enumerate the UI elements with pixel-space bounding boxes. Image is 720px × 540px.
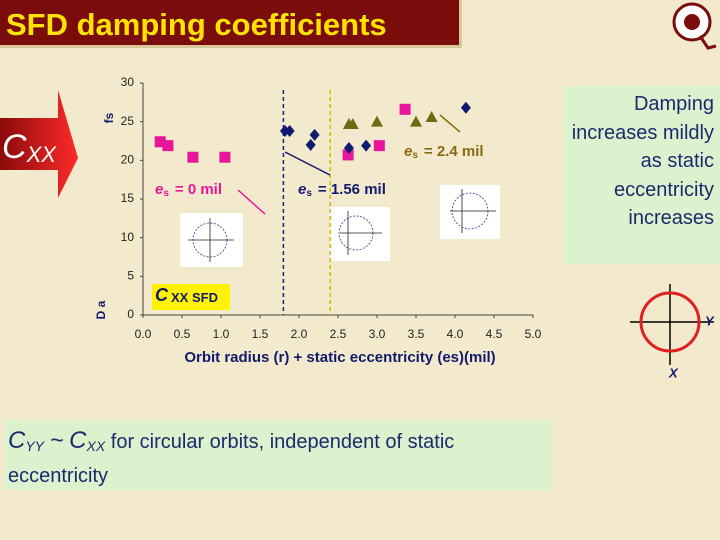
x-tick-label: 1.0 xyxy=(213,327,230,341)
annotation-arrow xyxy=(439,114,461,133)
point xyxy=(371,115,383,127)
point xyxy=(425,111,438,123)
x-tick-label: 0.5 xyxy=(174,327,191,341)
x-axis-label: Orbit radius (r) + static eccentricity (… xyxy=(184,349,495,366)
annotation-arrow xyxy=(237,189,266,215)
annotation-arrow xyxy=(284,151,331,176)
annotation-rest: = 0 mil xyxy=(175,181,222,198)
x-tick-label: 4.0 xyxy=(447,327,464,341)
point xyxy=(346,117,359,129)
x-tick-label: 3.0 xyxy=(369,327,386,341)
x-tick-label: 4.5 xyxy=(486,327,503,341)
arrow-sub: XX xyxy=(26,142,56,167)
sym: C xyxy=(8,427,26,454)
annotation-main: e xyxy=(155,181,163,198)
point xyxy=(343,141,354,154)
point xyxy=(373,140,385,152)
orbit-diagram: Y X xyxy=(630,284,715,380)
point xyxy=(219,151,231,163)
y-tick-label: 15 xyxy=(121,191,135,205)
point xyxy=(305,138,316,151)
x-tick-label: 0.0 xyxy=(135,327,152,341)
sym: C xyxy=(69,427,87,454)
annotation-sub: s xyxy=(163,188,169,199)
annotation: es = 0 mil xyxy=(155,181,222,199)
x-tick-label: 2.5 xyxy=(330,327,347,341)
annotation-sub: s xyxy=(306,188,312,199)
logo xyxy=(672,2,717,50)
y-tick-label: 20 xyxy=(121,153,135,167)
y-tick-label: 30 xyxy=(121,75,135,89)
point xyxy=(342,149,354,161)
point xyxy=(399,103,411,115)
x-tick-label: 3.5 xyxy=(408,327,425,341)
y-axis-label: fs xyxy=(102,112,116,123)
sub: XX xyxy=(86,438,106,454)
annotation-main: e xyxy=(404,143,412,160)
point xyxy=(361,139,372,152)
y-tick-label: 10 xyxy=(121,230,135,244)
conclusion: CYY ~ CXX for circular orbits, independe… xyxy=(4,420,552,490)
x-tick-label: 1.5 xyxy=(252,327,269,341)
annotation-sub: s xyxy=(412,150,418,161)
sym: ~ xyxy=(49,427,64,454)
point xyxy=(309,128,320,141)
legend-label: C XX SFD xyxy=(155,285,218,306)
legend-sub: XX SFD xyxy=(171,290,218,305)
annotation-rest: = 1.56 mil xyxy=(318,181,386,198)
annotation: es = 2.4 mil xyxy=(404,143,484,161)
arrow-label: CXX xyxy=(2,128,56,168)
slide-title: SFD damping coefficients xyxy=(0,0,462,48)
arrow xyxy=(0,90,78,198)
note: Damping increases mildly as static eccen… xyxy=(564,86,720,264)
annotation: es = 1.56 mil xyxy=(298,181,386,199)
axis-x-label: X xyxy=(668,365,679,380)
y-tick-label: 25 xyxy=(121,114,135,128)
point xyxy=(187,151,199,163)
point xyxy=(154,136,166,148)
annotation-rest: = 2.4 mil xyxy=(424,143,484,160)
y-tick-label: 0 xyxy=(127,307,134,321)
annotation-main: e xyxy=(298,181,306,198)
axis-y-label: Y xyxy=(705,313,715,328)
y-axis-label: D a xyxy=(94,300,108,319)
x-tick-label: 5.0 xyxy=(525,327,542,341)
legend-box xyxy=(152,284,230,310)
point xyxy=(410,115,422,127)
text: for circular orbits, independent of stat… xyxy=(8,431,455,487)
y-tick-label: 5 xyxy=(127,269,134,283)
legend-main: C xyxy=(155,285,169,305)
sub: YY xyxy=(25,438,45,454)
orbit-icon xyxy=(180,185,500,267)
point xyxy=(284,124,295,137)
point xyxy=(460,101,471,114)
point xyxy=(162,140,174,152)
x-tick-label: 2.0 xyxy=(291,327,308,341)
arrow-main: C xyxy=(2,128,27,166)
